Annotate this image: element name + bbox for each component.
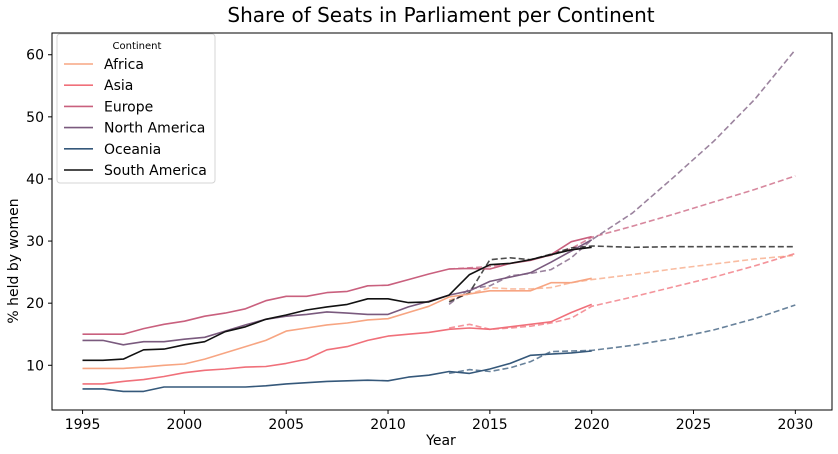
chart-title: Share of Seats in Parliament per Contine… <box>227 3 654 27</box>
x-tick-label: 2015 <box>472 417 508 433</box>
y-axis-label: % held by women <box>6 198 22 323</box>
projection-line-south-america <box>448 245 796 303</box>
series-line-south-america <box>82 246 592 362</box>
legend-label-asia: Asia <box>104 78 133 94</box>
x-tick-label: 1995 <box>65 417 101 433</box>
series-line-north-america <box>82 239 593 346</box>
x-tick-label: 2030 <box>778 417 814 433</box>
legend-box <box>56 33 216 184</box>
data-lines <box>82 235 593 393</box>
y-tick-label: 60 <box>26 48 44 64</box>
projection-line-north-america <box>448 49 796 306</box>
series-line-asia <box>82 303 592 385</box>
legend-label-north-america: North America <box>104 121 205 137</box>
y-tick-label: 50 <box>26 110 44 126</box>
series-line-oceania <box>82 350 592 393</box>
y-axis: 10 20 30 40 50 60 <box>26 48 52 374</box>
x-tick-label: 2010 <box>370 417 406 433</box>
x-tick-label: 2005 <box>268 417 304 433</box>
legend-label-africa: Africa <box>104 57 144 73</box>
series-line-africa <box>82 277 592 370</box>
projection-line-europe <box>449 175 796 270</box>
projection-line-oceania <box>448 304 796 375</box>
legend-title: Continent <box>113 41 162 52</box>
y-tick-label: 20 <box>26 296 44 312</box>
y-tick-label: 10 <box>26 358 44 374</box>
x-axis-label: Year <box>425 433 456 449</box>
legend-label-europe: Europe <box>104 99 153 115</box>
x-tick-label: 2000 <box>167 417 203 433</box>
x-tick-label: 2025 <box>676 417 712 433</box>
y-tick-label: 30 <box>26 234 44 250</box>
y-tick-label: 40 <box>26 172 44 188</box>
x-tick-label: 2020 <box>574 417 610 433</box>
legend-label-oceania: Oceania <box>104 142 161 158</box>
legend-label-south-america: South America <box>104 163 207 179</box>
x-axis: 1995 2000 2005 2010 2015 2020 2025 2030 <box>65 410 813 433</box>
legend-items: Africa Asia Europe North America Oceania Sout… <box>64 57 207 179</box>
legend: Continent Africa Asia Europe North America O… <box>56 33 216 184</box>
